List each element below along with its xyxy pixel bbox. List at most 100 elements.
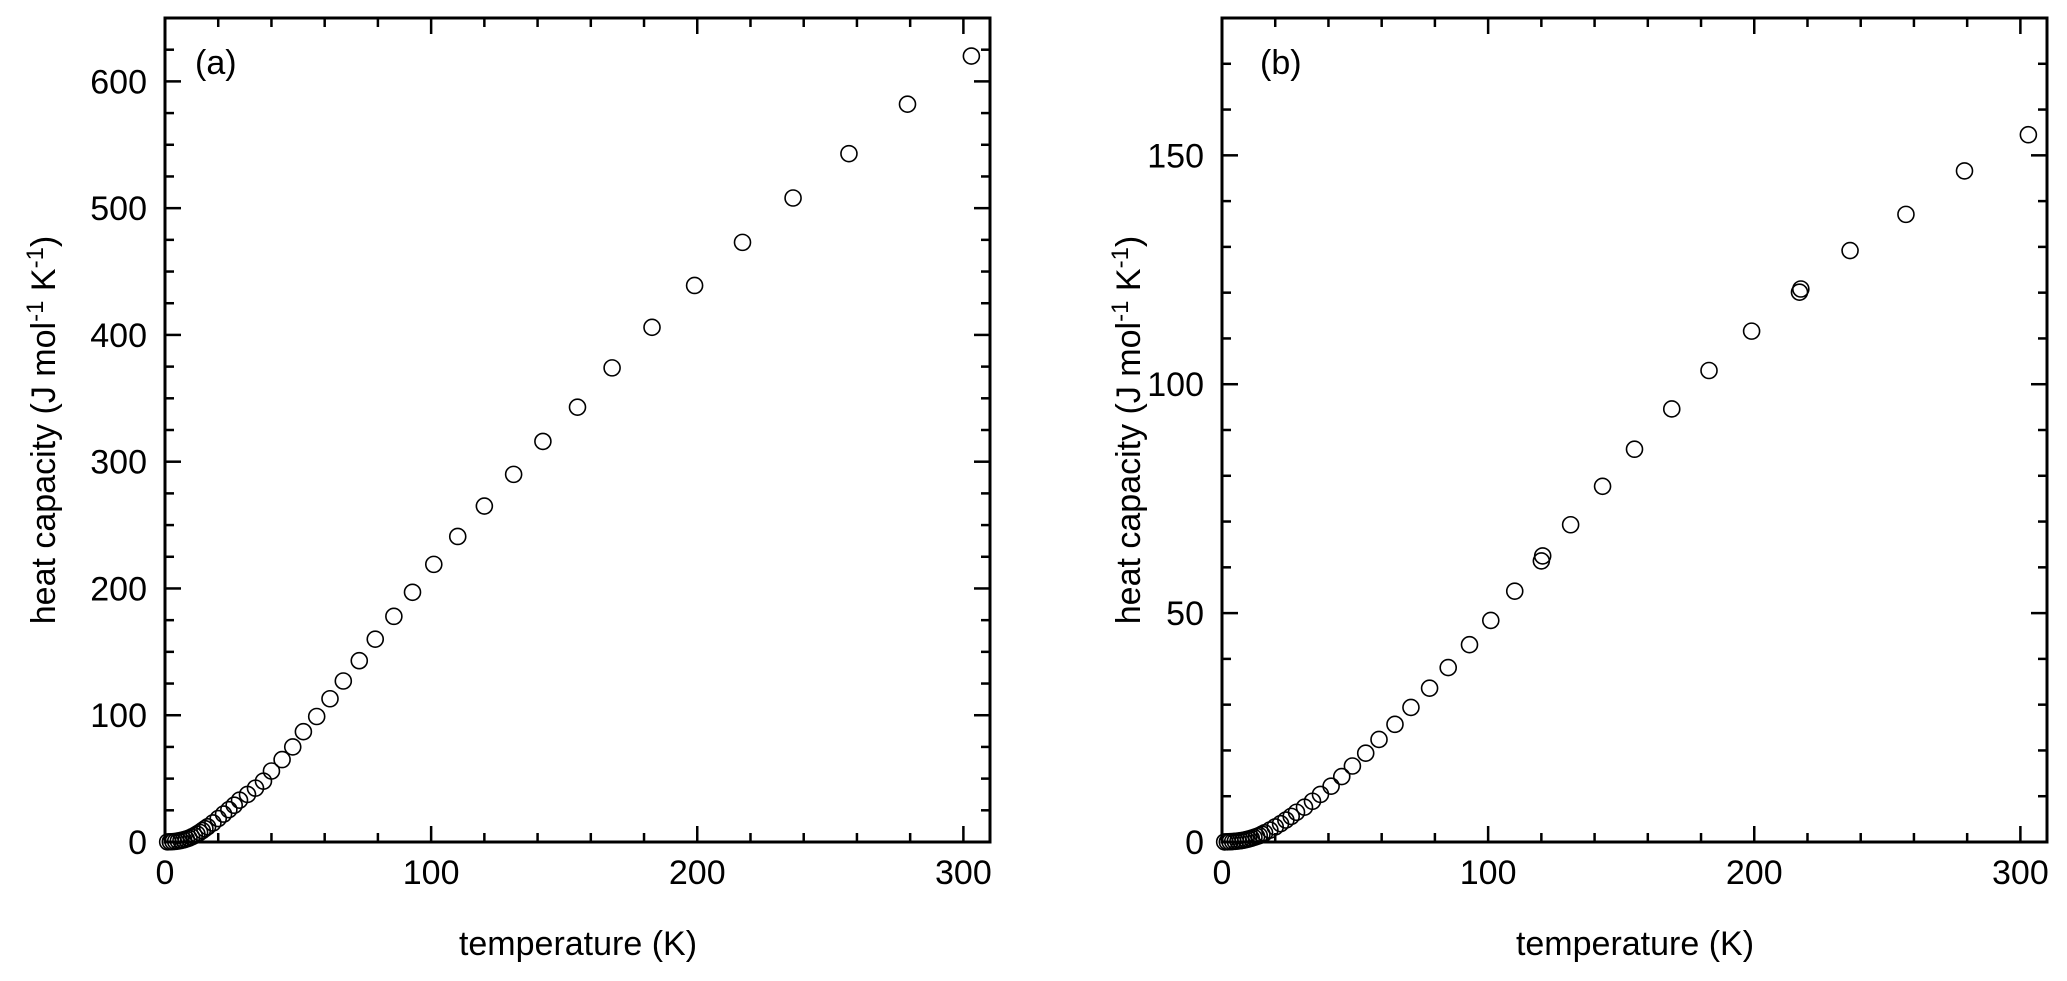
x-axis-label-b: temperature (K) <box>1516 925 1754 963</box>
data-point <box>1625 440 1644 459</box>
x-tick-label: 200 <box>1726 854 1783 892</box>
data-points-b <box>1215 125 2038 851</box>
data-point <box>504 465 523 484</box>
y-axis-label-b-mid: K <box>1110 268 1148 300</box>
data-point <box>448 527 467 546</box>
data-point <box>1261 821 1279 839</box>
data-point <box>209 809 228 828</box>
data-point <box>898 95 917 114</box>
y-tick-label: 400 <box>90 317 147 355</box>
data-point <box>214 805 233 823</box>
y-tick-label: 0 <box>1185 824 1204 862</box>
y-tick-label: 500 <box>90 190 147 228</box>
data-point <box>1792 280 1810 298</box>
y-tick-label: 100 <box>1147 366 1204 404</box>
data-point <box>2019 125 2038 144</box>
data-point <box>262 762 281 780</box>
data-point <box>225 796 243 815</box>
data-point <box>1343 757 1362 775</box>
y-axis-label-a-mid: K <box>25 268 63 300</box>
y-axis-label-b-main: heat capacity (J mol <box>1110 322 1148 624</box>
y-axis-label-b-sup2: -1 <box>1107 247 1134 268</box>
panel-label-b: (b) <box>1260 44 1302 82</box>
data-point <box>403 583 422 602</box>
x-tick-label: 0 <box>1213 854 1232 892</box>
data-point <box>307 707 326 726</box>
panel-label-a: (a) <box>195 44 237 82</box>
data-point <box>1700 361 1718 380</box>
x-tick-label: 300 <box>1992 854 2049 892</box>
data-point <box>643 318 661 337</box>
data-point <box>1955 162 1974 180</box>
data-point <box>1439 658 1458 677</box>
data-point <box>220 800 238 819</box>
data-point <box>475 497 494 515</box>
data-point <box>1332 767 1351 786</box>
y-axis-label-a: heat capacity (J mol-1 K-1) <box>22 236 63 625</box>
data-point <box>1561 515 1580 534</box>
data-point <box>685 276 704 295</box>
data-point <box>733 233 752 252</box>
x-tick-label: 0 <box>156 854 175 892</box>
x-tick-label: 200 <box>669 854 726 892</box>
data-point <box>350 651 369 670</box>
data-point <box>603 359 621 377</box>
y-axis-label-b-sup1: -1 <box>1107 301 1134 322</box>
chart-panel-a: 0 100 200 300 400 500 600 0 100 200 300 (a) tempe… <box>22 16 992 963</box>
data-point <box>1420 679 1439 697</box>
y-tick-labels-a: 0 100 200 300 400 500 600 <box>90 63 147 862</box>
data-point <box>204 814 222 832</box>
tick-marks-b <box>1220 16 2047 844</box>
y-axis-label-a-main: heat capacity (J mol <box>25 322 63 624</box>
data-point <box>1402 698 1420 717</box>
data-point <box>1742 322 1761 340</box>
y-axis-label-a-end: ) <box>25 236 63 247</box>
y-axis-label-b: heat capacity (J mol-1 K-1) <box>1107 236 1148 625</box>
data-point <box>840 144 858 163</box>
y-tick-label: 600 <box>90 63 147 101</box>
data-point <box>1897 205 1915 224</box>
data-point <box>1481 611 1500 630</box>
x-tick-label: 100 <box>403 854 460 892</box>
data-point <box>1370 730 1388 749</box>
data-point <box>962 47 981 65</box>
data-point <box>1356 744 1375 762</box>
y-axis-label-a-sup1: -1 <box>22 301 49 322</box>
y-tick-label: 100 <box>90 697 147 735</box>
data-point <box>294 722 313 741</box>
data-point <box>385 607 403 626</box>
data-point <box>1322 777 1340 795</box>
data-point <box>1533 547 1552 565</box>
data-point <box>1386 715 1404 734</box>
plot-frame-a <box>163 16 992 844</box>
data-point <box>283 738 302 756</box>
data-point <box>1253 825 1271 844</box>
data-point <box>273 750 291 769</box>
x-tick-labels-a: 0 100 200 300 <box>156 854 992 892</box>
data-point <box>534 432 552 451</box>
data-point <box>1505 582 1524 600</box>
x-axis-label-a: temperature (K) <box>459 925 697 963</box>
x-tick-label: 300 <box>935 854 992 892</box>
data-point <box>1841 241 1859 260</box>
data-point <box>568 398 587 416</box>
tick-marks-a <box>163 16 990 844</box>
chart-panel-b: 0 50 100 150 0 100 200 300 (b) temperature (K)… <box>1107 16 2049 963</box>
y-tick-label: 50 <box>1166 595 1204 633</box>
y-tick-labels-b: 0 50 100 150 <box>1147 137 1204 862</box>
data-point <box>424 555 443 574</box>
y-tick-label: 150 <box>1147 137 1204 175</box>
data-point <box>366 630 385 648</box>
y-axis-label-b-end: ) <box>1110 236 1148 247</box>
data-point <box>321 689 339 708</box>
plot-frame-b <box>1220 16 2049 844</box>
data-point <box>1282 807 1300 826</box>
y-tick-label: 200 <box>90 570 147 608</box>
y-tick-label: 300 <box>90 444 147 482</box>
data-points-a <box>158 47 981 851</box>
x-tick-labels-b: 0 100 200 300 <box>1213 854 2049 892</box>
data-point <box>784 189 802 207</box>
y-tick-label: 0 <box>128 824 147 862</box>
data-point <box>1662 400 1681 418</box>
